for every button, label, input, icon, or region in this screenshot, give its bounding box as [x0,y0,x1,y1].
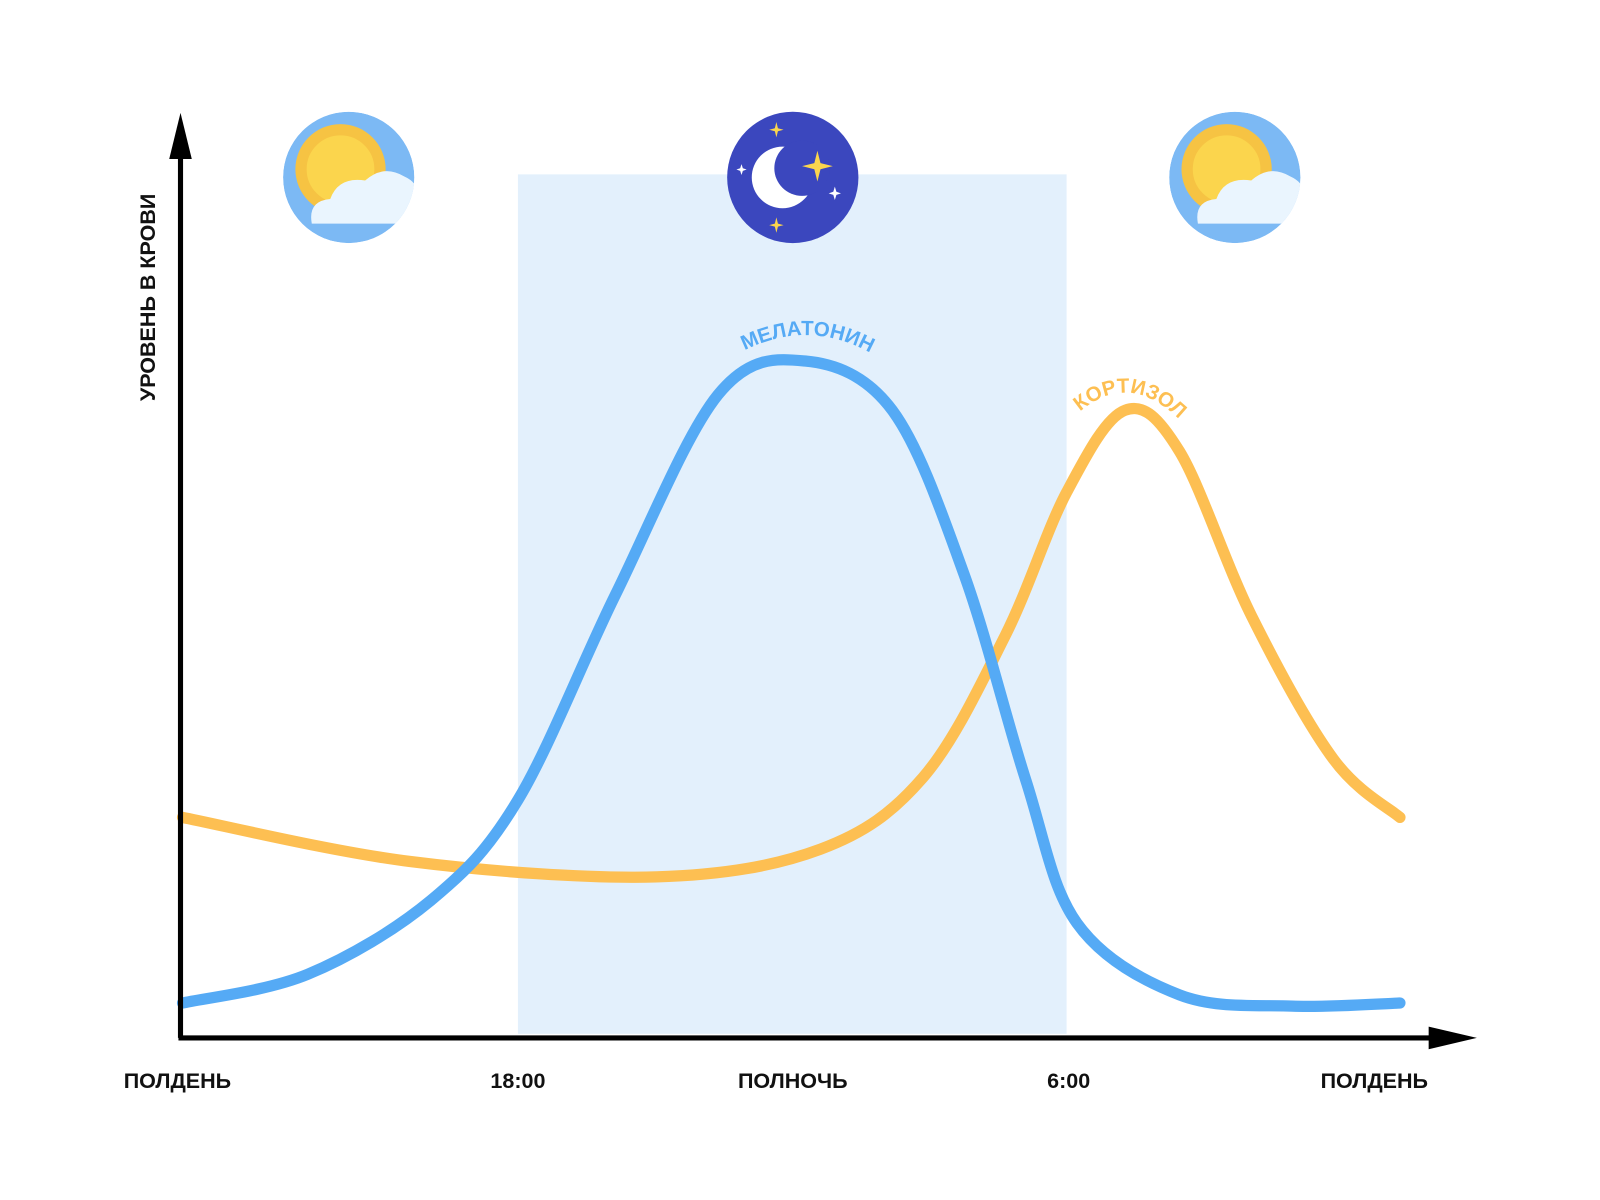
y-axis-label: УРОВЕНЬ В КРОВИ [136,194,160,402]
curve-label-text: КОРТИЗОЛ [1069,375,1191,423]
melatonin-curve [176,354,1406,1013]
day-icon [283,111,415,244]
x-label: ПОЛДЕНЬ [124,1069,231,1093]
day-icon [1169,111,1301,244]
x-label: ПОЛДЕНЬ [1321,1069,1428,1093]
night-band [517,174,1067,1034]
x-label: ПОЛНОЧЬ [738,1069,848,1093]
x-label: 18:00 [490,1069,545,1093]
x-axis-arrow [1428,1026,1477,1050]
cortisol-curve [176,403,1406,883]
y-axis-arrow [169,112,192,159]
night-icon [727,111,859,244]
curve-label: КОРТИЗОЛ [1069,375,1191,423]
x-label: 6:00 [1047,1069,1090,1093]
